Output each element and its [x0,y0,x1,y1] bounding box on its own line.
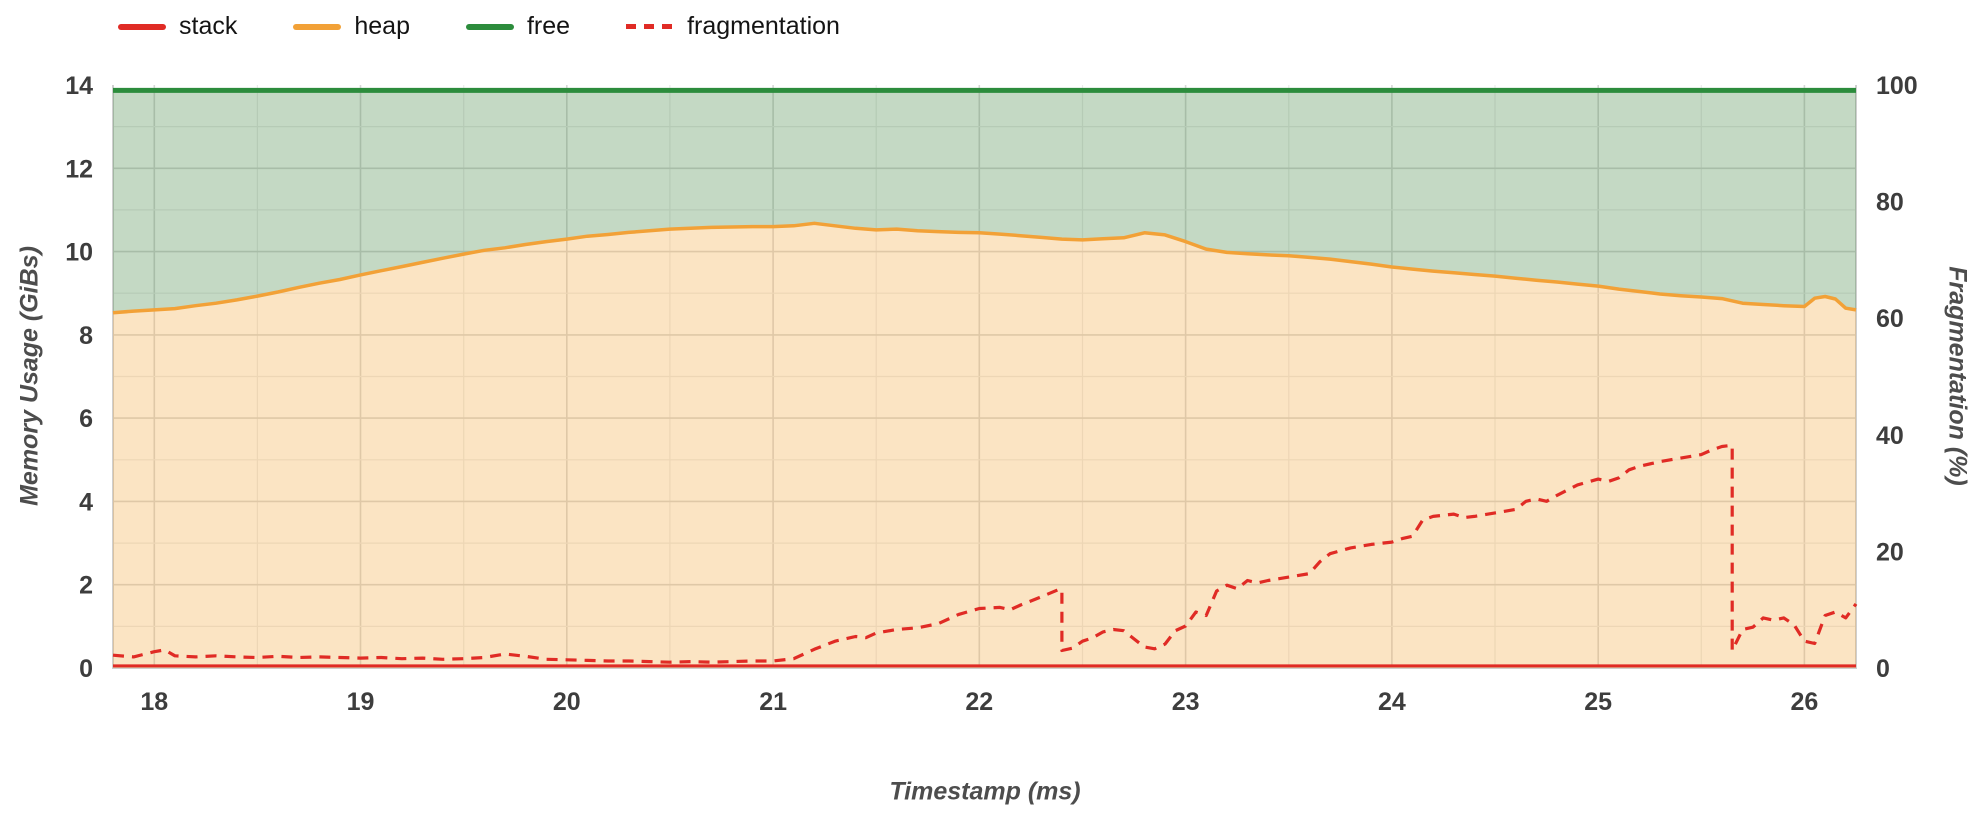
x-tick-label: 19 [347,688,375,716]
y-left-tick-label: 0 [79,655,93,683]
legend-item-fragmentation[interactable]: fragmentation [626,14,840,39]
y-right-tick-label: 0 [1876,655,1890,683]
legend-label-free: free [526,12,571,40]
x-tick-label: 24 [1378,688,1406,716]
y-right-tick-label: 40 [1876,422,1904,450]
x-tick-label: 22 [965,688,993,716]
y-right-tick-label: 60 [1876,305,1904,333]
plot-border [112,85,1857,669]
y-right-tick-label: 20 [1876,538,1904,566]
y-right-tick-label: 100 [1876,72,1918,100]
legend-label-stack: stack [179,12,238,40]
y-right-tick-label: 80 [1876,189,1904,217]
y-left-tick-label: 14 [65,72,93,100]
y-left-tick-label: 4 [79,488,93,516]
y-left-tick-label: 8 [79,322,93,350]
heap-swatch-icon [293,23,342,30]
y-left-tick-label: 6 [79,405,93,433]
legend-item-stack[interactable]: stack [118,14,237,39]
fragmentation-line [112,443,1858,664]
free-area [113,90,1856,313]
legend-item-free[interactable]: free [465,12,571,40]
x-tick-label: 26 [1790,688,1818,716]
heap-line [112,221,1857,315]
stack-swatch-icon [118,23,166,30]
x-tick-label: 23 [1172,688,1200,716]
legend-item-heap[interactable]: heap [293,14,410,39]
heap-area [113,223,1856,669]
x-axis-title: Timestamp (ms) [889,777,1081,806]
y-left-tick-label: 2 [79,572,93,600]
y-left-tick-label: 12 [65,155,93,183]
x-tick-label: 20 [553,688,581,716]
free-swatch-icon [465,23,514,30]
y-axis-title-right: Fragmentation (%) [1943,266,1972,486]
y-axis-title-left: Memory Usage (GiBs) [15,246,44,506]
legend-label-heap: heap [354,12,410,40]
x-tick-label: 21 [759,688,787,716]
chart-legend: stack heap free fragmentation [118,14,840,39]
x-tick-label: 25 [1584,688,1612,716]
y-left-tick-label: 10 [65,239,93,267]
fragmentation-swatch-icon [626,24,675,29]
legend-label-fragmentation: fragmentation [687,12,840,40]
x-tick-label: 18 [140,688,168,716]
